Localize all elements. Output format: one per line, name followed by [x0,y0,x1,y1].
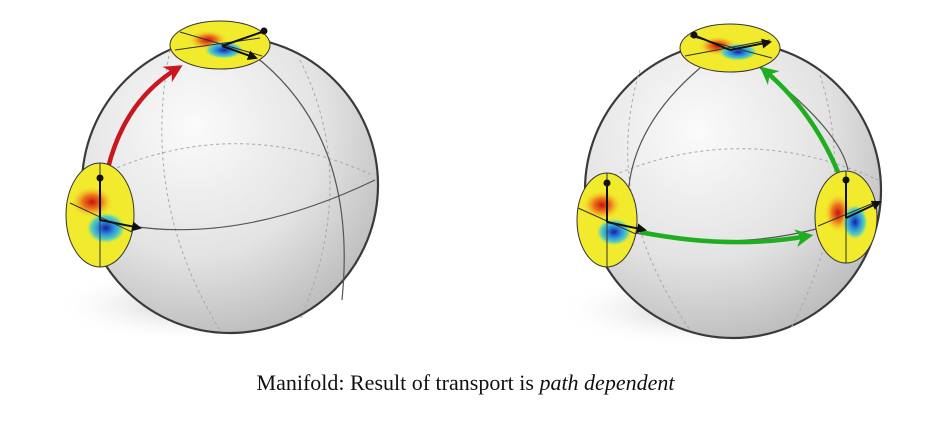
left-equator [124,179,376,231]
right-hidden-meridian [627,69,691,331]
right-transport-arrow-2 [759,66,841,173]
caption-text: Manifold: Result of transport is [256,370,540,395]
frame-vector-up [221,31,263,47]
right-transport-arrow-1 [639,229,814,248]
left-hidden-circle [89,143,373,181]
left-filter-disc-end [169,20,271,70]
right-filter-disc-start [576,172,647,268]
left-hidden-meridian-2 [161,49,221,331]
left-sphere-scene [50,20,380,343]
right-sphere-scene [555,23,883,348]
right-filter-disc-end [679,23,781,73]
frame-vector-up [695,35,731,51]
right-filter-disc-middle [814,170,882,264]
frame-vector-right [99,219,142,232]
left-filter-disc-start [65,162,142,268]
figure-caption: Manifold: Result of transport is path de… [0,370,931,396]
caption-emphasis: path dependent [539,370,675,395]
frame-vector-right [221,45,258,61]
frame-vector-right [845,200,882,219]
frame-vector-right [606,221,647,234]
left-transport-arrow [105,65,183,169]
left-meridian [231,39,345,301]
frame-vector-right [729,38,772,51]
